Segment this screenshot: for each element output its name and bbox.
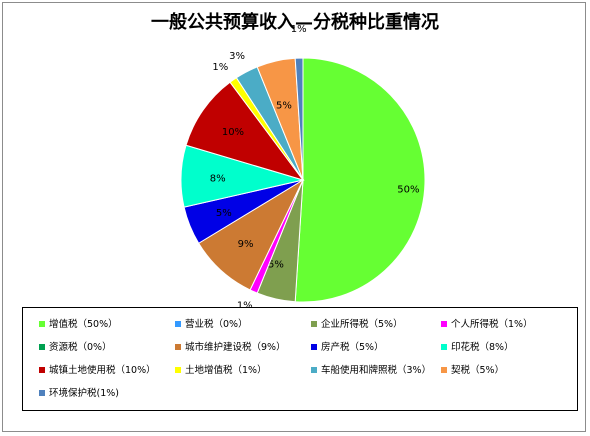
legend-item: 契税（5%） [441,364,504,378]
legend-label: 个人所得税（1%） [451,319,533,330]
slice-label-6: 9% [238,239,254,250]
legend-item: 个人所得税（1%） [441,318,533,332]
pie-slice-13 [294,57,304,181]
legend-swatch [39,389,45,396]
legend-swatch [311,366,317,373]
legend-swatch [175,343,181,350]
slice-label-9: 10% [222,127,244,138]
legend-item: 企业所得税（5%） [311,318,403,332]
slice-label-10: 1% [212,62,228,73]
pie-slice-1 [294,57,426,303]
slice-label-12: 5% [276,101,292,112]
chart-title: 一般公共预算收入—分税种比重情况 [151,12,439,33]
legend-item: 车船使用和牌照税（3%） [311,364,431,378]
legend-label: 印花税（8%） [451,342,514,353]
legend-swatch [441,320,447,327]
legend-item: 土地增值税（1%） [175,364,267,378]
legend-label: 企业所得税（5%） [321,319,403,330]
chart-legend: 增值税（50%） 营业税（0%） 企业所得税（5%） 个人所得税（1%） 资源税（0%）… [22,307,578,411]
legend-label: 契税（5%） [451,365,505,376]
slice-label-1: 50% [397,185,419,196]
slice-label-8: 8% [210,173,226,184]
legend-label: 营业税（0%） [185,319,248,330]
legend-swatch [311,320,317,327]
legend-item: 营业税（0%） [175,318,248,332]
legend-label: 资源税（0%） [49,342,112,353]
legend-label: 城市维护建设税（9%） [185,342,286,353]
slice-label-7: 5% [216,208,232,219]
legend-swatch [39,343,45,350]
legend-swatch [311,343,317,350]
legend-swatch [175,366,181,373]
legend-label: 增值税（50%） [49,319,118,330]
legend-item: 城镇土地使用税（10%） [39,364,156,378]
legend-label: 土地增值税（1%） [185,365,267,376]
pie-slice-9 [185,81,305,181]
legend-swatch [175,320,181,327]
slice-label-11: 3% [229,51,245,62]
legend-swatch [441,343,447,350]
legend-label: 车船使用和牌照税（3%） [321,365,432,376]
legend-item: 房产税（5%） [311,341,384,355]
legend-swatch [441,366,447,373]
legend-swatch [39,366,45,373]
legend-label: 城镇土地使用税（10%） [49,365,156,376]
legend-swatch [39,320,45,327]
slice-label-3: 5% [268,259,284,270]
legend-item: 环境保护税(1%) [39,387,119,401]
legend-item: 城市维护建设税（9%） [175,341,286,355]
slice-label-4: 1% [237,301,253,312]
legend-label: 房产税（5%） [321,342,384,353]
slice-label-13: 1% [291,24,307,35]
legend-item: 印花税（8%） [441,341,514,355]
legend-item: 资源税（0%） [39,341,112,355]
legend-label: 环境保护税(1%) [49,388,119,399]
legend-item: 增值税（50%） [39,318,118,332]
